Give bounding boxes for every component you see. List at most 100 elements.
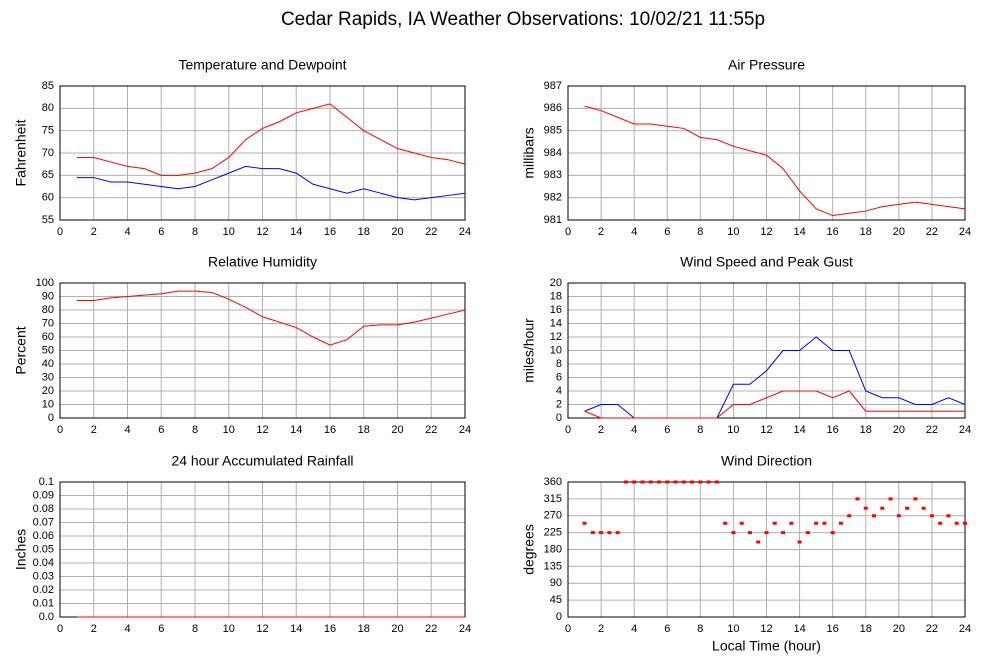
y-tick-label: 50 bbox=[42, 344, 54, 356]
y-tick-label: 16 bbox=[550, 304, 562, 316]
y-tick-label: 180 bbox=[544, 543, 562, 555]
point bbox=[872, 514, 877, 518]
y-tick-label: 983 bbox=[544, 169, 562, 181]
y-tick-label: 225 bbox=[544, 527, 562, 539]
point bbox=[739, 521, 744, 525]
x-tick-label: 0 bbox=[57, 424, 63, 436]
x-tick-label: 2 bbox=[598, 623, 604, 635]
x-tick-label: 18 bbox=[358, 226, 370, 238]
point bbox=[681, 480, 686, 484]
point bbox=[797, 540, 802, 544]
point bbox=[590, 531, 595, 535]
x-tick-label: 20 bbox=[893, 424, 905, 436]
y-tick-label: 0 bbox=[556, 412, 562, 424]
y-tick-label: 6 bbox=[556, 371, 562, 383]
x-tick-label: 16 bbox=[324, 226, 336, 238]
point bbox=[607, 531, 612, 535]
x-tick-label: 20 bbox=[893, 623, 905, 635]
x-tick-label: 14 bbox=[793, 424, 805, 436]
y-tick-label: 10 bbox=[42, 398, 54, 410]
x-tick-label: 14 bbox=[290, 226, 302, 238]
point bbox=[814, 521, 819, 525]
panel-title: Wind Speed and Peak Gust bbox=[680, 254, 853, 270]
y-axis-label: degrees bbox=[521, 524, 537, 575]
point bbox=[673, 480, 678, 484]
panel-title: 24 hour Accumulated Rainfall bbox=[171, 453, 353, 469]
y-tick-label: 55 bbox=[42, 214, 54, 226]
point bbox=[764, 531, 769, 535]
point bbox=[913, 497, 918, 501]
x-tick-label: 12 bbox=[256, 424, 268, 436]
x-tick-label: 10 bbox=[223, 424, 235, 436]
x-tick-label: 18 bbox=[358, 623, 370, 635]
x-tick-label: 10 bbox=[223, 226, 235, 238]
point bbox=[706, 480, 711, 484]
y-tick-label: 8 bbox=[556, 358, 562, 370]
y-tick-label: 60 bbox=[42, 192, 54, 204]
x-tick-label: 16 bbox=[827, 226, 839, 238]
x-tick-label: 22 bbox=[926, 226, 938, 238]
y-tick-label: 30 bbox=[42, 371, 54, 383]
x-tick-label: 22 bbox=[425, 226, 437, 238]
x-tick-label: 14 bbox=[290, 424, 302, 436]
point bbox=[822, 521, 827, 525]
y-tick-label: 90 bbox=[42, 290, 54, 302]
x-tick-label: 8 bbox=[697, 226, 703, 238]
x-tick-label: 8 bbox=[192, 424, 198, 436]
x-tick-label: 2 bbox=[91, 424, 97, 436]
y-tick-label: 0.06 bbox=[33, 530, 54, 542]
y-tick-label: 14 bbox=[550, 317, 562, 329]
point bbox=[921, 506, 926, 510]
x-tick-label: 14 bbox=[290, 623, 302, 635]
x-tick-label: 4 bbox=[631, 623, 637, 635]
y-tick-label: 984 bbox=[544, 147, 562, 159]
x-tick-label: 20 bbox=[391, 623, 403, 635]
series-line bbox=[584, 105, 966, 217]
y-tick-label: 981 bbox=[544, 214, 562, 226]
x-tick-label: 6 bbox=[664, 424, 670, 436]
point bbox=[954, 521, 959, 525]
plot-frame bbox=[59, 282, 466, 419]
y-axis-label: miles/hour bbox=[521, 318, 537, 383]
x-tick-label: 8 bbox=[192, 623, 198, 635]
y-tick-label: 10 bbox=[550, 344, 562, 356]
y-axis-label: Inches bbox=[13, 529, 29, 570]
x-tick-label: 8 bbox=[192, 226, 198, 238]
y-tick-label: 360 bbox=[544, 476, 562, 488]
y-tick-label: 80 bbox=[42, 304, 54, 316]
x-tick-label: 2 bbox=[598, 226, 604, 238]
x-tick-label: 20 bbox=[391, 424, 403, 436]
x-tick-label: 16 bbox=[827, 623, 839, 635]
y-tick-label: 0.01 bbox=[33, 597, 54, 609]
y-tick-label: 4 bbox=[556, 385, 562, 397]
x-tick-label: 12 bbox=[256, 623, 268, 635]
point bbox=[830, 531, 835, 535]
plot-frame bbox=[567, 282, 966, 419]
panel-title: Air Pressure bbox=[728, 57, 805, 73]
panel-title: Wind Direction bbox=[721, 453, 812, 469]
plot-frame bbox=[567, 85, 966, 221]
x-tick-label: 24 bbox=[959, 623, 971, 635]
x-tick-label: 4 bbox=[124, 623, 130, 635]
point bbox=[648, 480, 653, 484]
point bbox=[714, 480, 719, 484]
point bbox=[847, 514, 852, 518]
x-tick-label: 0 bbox=[57, 623, 63, 635]
x-axis-label: Local Time (hour) bbox=[712, 638, 821, 654]
x-tick-label: 4 bbox=[124, 424, 130, 436]
y-tick-label: 0.1 bbox=[39, 476, 54, 488]
point bbox=[938, 521, 943, 525]
plot-frame bbox=[567, 481, 966, 618]
panel-title: Relative Humidity bbox=[208, 254, 317, 270]
y-tick-label: 0.02 bbox=[33, 584, 54, 596]
x-tick-label: 12 bbox=[256, 226, 268, 238]
point bbox=[888, 497, 893, 501]
x-tick-label: 22 bbox=[926, 424, 938, 436]
x-tick-label: 6 bbox=[158, 623, 164, 635]
y-axis-label: millibars bbox=[521, 127, 537, 178]
x-tick-label: 2 bbox=[598, 424, 604, 436]
y-tick-label: 0.08 bbox=[33, 503, 54, 515]
series-line bbox=[76, 165, 466, 201]
